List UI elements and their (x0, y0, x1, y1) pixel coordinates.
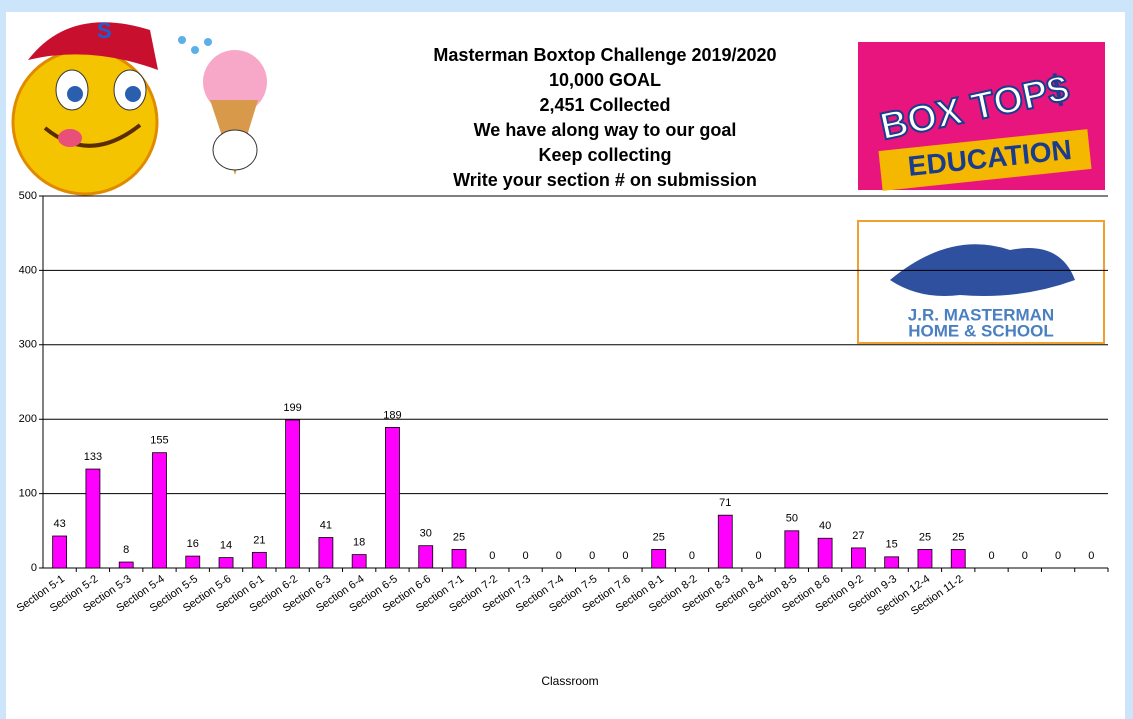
chart-title: Keep collecting (538, 145, 671, 165)
bar (951, 549, 965, 568)
value-label: 14 (220, 539, 232, 551)
x-axis-title: Classroom (541, 674, 598, 688)
y-tick-label: 500 (19, 190, 37, 202)
logo-text: HOME & SCHOOL (908, 321, 1053, 340)
bar (652, 549, 666, 568)
value-label: 27 (852, 530, 864, 542)
chart-title: We have along way to our goal (474, 120, 737, 140)
value-label: 71 (719, 497, 731, 509)
bar (119, 562, 133, 568)
bar (818, 538, 832, 568)
school-logo: J.R. MASTERMAN HOME & SCHOOL (858, 221, 1104, 343)
y-tick-label: 300 (19, 339, 37, 351)
value-label: 25 (952, 531, 964, 543)
chart: S BOX TOP$ EDUCATION J.R. MASTERMAN HOME… (0, 0, 1133, 719)
value-label: 155 (150, 435, 168, 447)
value-label: 8 (123, 544, 129, 556)
bar (452, 549, 466, 568)
y-tick-label: 400 (19, 264, 37, 276)
value-label: 43 (54, 518, 66, 530)
value-label: 21 (253, 534, 265, 546)
chart-title: 10,000 GOAL (549, 70, 661, 90)
value-label: 25 (453, 531, 465, 543)
svg-text:S: S (97, 18, 112, 43)
bar (219, 558, 233, 568)
box-tops-logo: BOX TOP$ EDUCATION (858, 42, 1105, 191)
value-label: 0 (1088, 550, 1094, 562)
value-label: 41 (320, 519, 332, 531)
value-label: 50 (786, 513, 798, 525)
bar (419, 546, 433, 568)
chart-title: Masterman Boxtop Challenge 2019/2020 (433, 45, 776, 65)
value-label: 18 (353, 537, 365, 549)
value-label: 25 (653, 531, 665, 543)
value-label: 0 (622, 550, 628, 562)
value-label: 40 (819, 520, 831, 532)
bar (885, 557, 899, 568)
y-tick-label: 100 (19, 488, 37, 500)
value-label: 0 (755, 550, 761, 562)
value-label: 15 (886, 539, 898, 551)
chart-title: Write your section # on submission (453, 170, 757, 190)
bar (918, 549, 932, 568)
y-tick-label: 200 (19, 413, 37, 425)
value-label: 0 (1055, 550, 1061, 562)
bar (352, 555, 366, 568)
value-label: 25 (919, 531, 931, 543)
value-label: 199 (283, 402, 301, 414)
chart-title: 2,451 Collected (539, 95, 670, 115)
bar (851, 548, 865, 568)
bar (186, 556, 200, 568)
value-label: 189 (383, 409, 401, 421)
value-label: 0 (1022, 550, 1028, 562)
value-label: 0 (556, 550, 562, 562)
value-label: 0 (988, 550, 994, 562)
bar (252, 552, 266, 568)
value-label: 16 (187, 538, 199, 550)
bar (86, 469, 100, 568)
bar (319, 537, 333, 568)
bar (785, 531, 799, 568)
value-label: 133 (84, 451, 102, 463)
value-label: 0 (589, 550, 595, 562)
value-label: 0 (689, 550, 695, 562)
bar (286, 420, 300, 568)
bar (718, 515, 732, 568)
value-label: 30 (420, 528, 432, 540)
value-label: 0 (523, 550, 529, 562)
y-tick-label: 0 (31, 562, 37, 574)
bar (53, 536, 67, 568)
value-label: 0 (489, 550, 495, 562)
bar (152, 453, 166, 568)
bar (385, 427, 399, 568)
